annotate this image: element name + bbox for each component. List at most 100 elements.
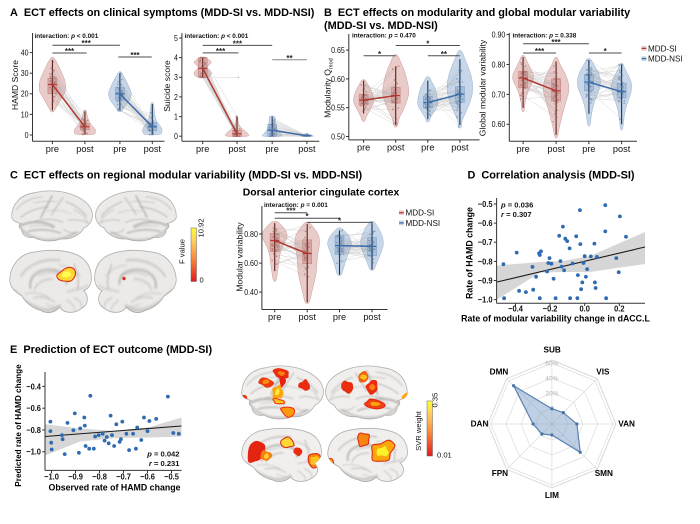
svg-text:40%: 40%	[545, 375, 558, 382]
svg-text:Global modular variability: Global modular variability	[478, 39, 488, 136]
svg-text:DMN: DMN	[490, 368, 509, 377]
svg-text:*: *	[426, 40, 430, 49]
svg-text:MDD-SI: MDD-SI	[406, 209, 435, 218]
svg-text:30: 30	[21, 68, 29, 78]
svg-text:interaction: p < 0.001: interaction: p < 0.001	[185, 33, 249, 40]
svg-text:pre: pre	[268, 312, 281, 322]
svg-text:MDD-NSI: MDD-NSI	[648, 55, 683, 64]
svg-text:−1.0: −1.0	[44, 472, 59, 482]
svg-text:pre: pre	[357, 142, 370, 152]
svg-text:post: post	[228, 144, 246, 154]
svg-text:r = 0.231: r = 0.231	[149, 459, 180, 468]
svg-text:−0.5: −0.5	[164, 472, 179, 482]
svg-text:−1.0: −1.0	[26, 447, 41, 457]
svg-text:0.65: 0.65	[331, 45, 345, 55]
svg-text:0.40: 0.40	[244, 287, 258, 297]
svg-text:Modularity Qmod: Modularity Qmod	[323, 58, 335, 118]
svg-text:SMN: SMN	[595, 469, 613, 478]
svg-text:post: post	[363, 312, 381, 322]
svg-text:0: 0	[200, 276, 204, 285]
svg-text:post: post	[298, 144, 316, 154]
svg-text:interaction: p = 0.470: interaction: p = 0.470	[352, 33, 416, 40]
svg-text:FPN: FPN	[492, 469, 508, 478]
svg-text:5: 5	[174, 33, 178, 43]
svg-text:60%: 60%	[545, 360, 558, 367]
svg-text:***: ***	[535, 47, 545, 56]
svg-text:−0.9: −0.9	[68, 472, 83, 482]
svg-text:SUB: SUB	[544, 346, 561, 355]
svg-text:Rate of HAMD change: Rate of HAMD change	[465, 207, 475, 299]
svg-text:0: 0	[25, 130, 29, 140]
svg-text:*: *	[378, 50, 382, 59]
svg-text:DAN: DAN	[471, 420, 489, 429]
svg-text:20%: 20%	[545, 390, 558, 397]
svg-text:C ECT effects on regional mod: C ECT effects on regional modular variab…	[10, 170, 363, 182]
svg-text:SVR weight: SVR weight	[414, 410, 423, 451]
svg-text:MDD-NSI: MDD-NSI	[406, 219, 441, 228]
svg-text:interaction: p = 0.001: interaction: p = 0.001	[264, 202, 328, 209]
svg-text:***: ***	[130, 51, 140, 60]
svg-text:VIS: VIS	[596, 368, 610, 377]
svg-text:0.50: 0.50	[331, 131, 345, 141]
svg-text:(MDD-SI vs. MDD-NSI): (MDD-SI vs. MDD-NSI)	[324, 20, 438, 32]
svg-text:4: 4	[174, 53, 178, 63]
svg-text:0.60: 0.60	[492, 119, 506, 129]
svg-text:interaction: p < 0.001: interaction: p < 0.001	[35, 33, 99, 40]
svg-text:Modular variability: Modular variability	[235, 222, 245, 292]
svg-text:Observed rate of HAMD change: Observed rate of HAMD change	[49, 483, 181, 493]
svg-text:−0.7: −0.7	[478, 237, 493, 247]
svg-text:−0.2: −0.2	[543, 304, 558, 314]
svg-text:0.60: 0.60	[244, 258, 258, 268]
svg-text:post: post	[547, 144, 565, 154]
svg-text:−0.9: −0.9	[478, 275, 493, 285]
svg-text:D Correlation analysis (MDD-S: D Correlation analysis (MDD-SI)	[468, 170, 635, 182]
svg-text:0.01: 0.01	[437, 451, 452, 460]
svg-text:HAMD Score: HAMD Score	[10, 60, 20, 110]
svg-text:***: ***	[82, 39, 92, 48]
svg-text:post: post	[451, 142, 469, 152]
svg-text:0: 0	[174, 131, 178, 141]
svg-text:post: post	[76, 144, 94, 154]
svg-text:post: post	[144, 144, 162, 154]
svg-text:*: *	[604, 47, 608, 56]
svg-text:p = 0.042: p = 0.042	[146, 450, 179, 459]
svg-text:10.92: 10.92	[197, 218, 206, 237]
svg-text:−0.5: −0.5	[478, 199, 493, 209]
svg-text:post: post	[387, 142, 405, 152]
svg-text:−0.8: −0.8	[478, 256, 493, 266]
svg-text:pre: pre	[196, 144, 209, 154]
svg-text:pre: pre	[46, 144, 59, 154]
svg-text:1: 1	[174, 112, 178, 122]
svg-text:0.80: 0.80	[244, 229, 258, 239]
svg-text:p = 0.036: p = 0.036	[500, 201, 533, 210]
svg-text:2: 2	[174, 92, 178, 102]
svg-text:20: 20	[21, 89, 29, 99]
svg-text:0.60: 0.60	[331, 74, 345, 84]
svg-text:**: **	[286, 54, 293, 63]
svg-text:10: 10	[21, 109, 29, 119]
svg-text:pre: pre	[113, 144, 126, 154]
svg-text:0.0: 0.0	[580, 304, 591, 314]
svg-text:0.80: 0.80	[492, 59, 506, 69]
svg-text:−0.8: −0.8	[92, 472, 107, 482]
svg-text:−0.6: −0.6	[478, 218, 493, 228]
svg-text:post: post	[613, 144, 631, 154]
svg-text:LIM: LIM	[545, 491, 559, 500]
svg-text:***: ***	[286, 207, 296, 216]
svg-text:pre: pre	[266, 144, 279, 154]
svg-text:A ECT effects on clinical sym: A ECT effects on clinical symptoms (MDD-…	[10, 7, 315, 19]
svg-text:VAN: VAN	[618, 420, 635, 429]
svg-text:***: ***	[233, 39, 243, 48]
svg-text:0.35: 0.35	[431, 393, 440, 408]
svg-text:post: post	[299, 312, 317, 322]
svg-text:**: **	[441, 50, 448, 59]
svg-text:interaction: p = 0.338: interaction: p = 0.338	[513, 33, 577, 40]
svg-text:Suicide score: Suicide score	[162, 60, 172, 112]
svg-text:0.55: 0.55	[331, 103, 345, 113]
svg-text:r = 0.307: r = 0.307	[501, 210, 532, 219]
svg-text:pre: pre	[516, 144, 529, 154]
svg-text:−0.6: −0.6	[26, 403, 41, 413]
svg-text:***: ***	[65, 47, 75, 56]
svg-text:*: *	[306, 212, 310, 221]
svg-text:MDD-SI: MDD-SI	[648, 44, 677, 53]
